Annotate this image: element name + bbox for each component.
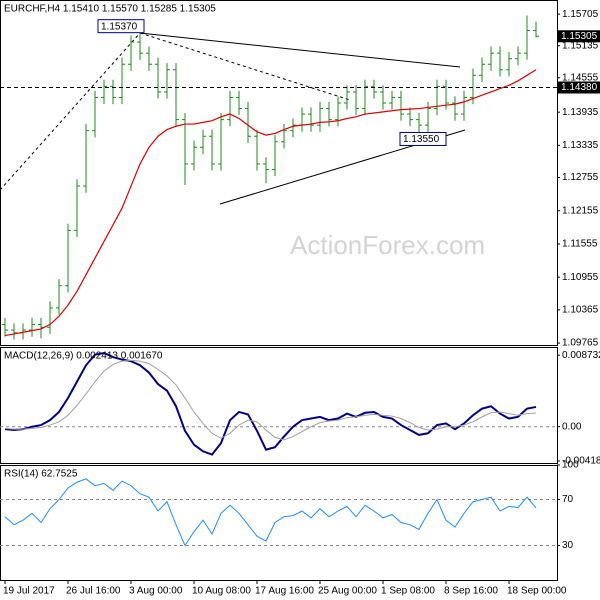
y-tick-label: 1.10955 — [562, 272, 599, 283]
y-tick-label: 70 — [562, 494, 574, 505]
y-tick-label: 1.12155 — [562, 205, 599, 216]
x-tick-label: 3 Aug 00:00 — [129, 586, 183, 597]
panel-title: RSI(14) 62.7525 — [4, 469, 78, 480]
indicator-line — [4, 351, 537, 456]
x-tick-label: 26 Jul 16:00 — [66, 586, 121, 597]
annotation-box — [97, 19, 145, 34]
y-tick-label: 1.12755 — [562, 172, 599, 183]
x-tick-label: 25 Aug 00:00 — [318, 586, 377, 597]
watermark: ActionForex.com — [290, 230, 485, 260]
x-tick-label: 8 Sep 16:00 — [444, 586, 498, 597]
annotation-box — [399, 131, 447, 146]
y-tick-label: -0.004184 — [562, 456, 600, 467]
trend-line — [139, 32, 351, 101]
y-tick-label: 1.13335 — [562, 140, 599, 151]
price-box — [558, 81, 600, 94]
x-tick-label: 17 Aug 16:00 — [255, 586, 314, 597]
y-tick-label: 1.15705 — [562, 9, 599, 20]
indicator-line — [4, 478, 537, 547]
x-tick-label: 18 Sep 00:00 — [507, 586, 567, 597]
y-tick-label: 1.13935 — [562, 107, 599, 118]
panel-title: EURCHF,H4 1.15410 1.15570 1.15285 1.1530… — [4, 4, 216, 15]
panel-title: MACD(12,26,9) 0.002413 0.001670 — [4, 351, 163, 362]
x-tick-label: 1 Sep 08:00 — [381, 586, 435, 597]
y-tick-label: 1.11555 — [562, 239, 598, 250]
y-tick-label: 100 — [562, 460, 579, 471]
y-tick-label: 30 — [562, 540, 574, 551]
moving-average — [4, 69, 537, 337]
price-label: 1.14380 — [561, 82, 598, 93]
indicator-line — [4, 359, 537, 441]
y-tick-label: 0.008732 — [562, 350, 600, 361]
y-tick-label: 1.09765 — [562, 338, 599, 349]
trend-line — [139, 32, 461, 68]
x-tick-label: 10 Aug 08:00 — [192, 586, 251, 597]
y-tick-label: 1.14555 — [562, 72, 599, 83]
panel-frame — [0, 0, 558, 346]
annotation-label: 1.15370 — [101, 21, 138, 32]
y-tick-label: 1.15135 — [562, 40, 599, 51]
price-box — [558, 30, 600, 43]
y-tick-label: 1.10365 — [562, 304, 599, 315]
annotation-label: 1.13550 — [403, 134, 440, 145]
x-tick-label: 19 Jul 2017 — [3, 586, 55, 597]
panel-frame — [0, 347, 558, 464]
panel-frame — [0, 465, 558, 581]
y-tick-label: 0.00 — [562, 421, 582, 432]
trend-line — [0, 32, 141, 191]
price-label: 1.15305 — [561, 31, 598, 42]
